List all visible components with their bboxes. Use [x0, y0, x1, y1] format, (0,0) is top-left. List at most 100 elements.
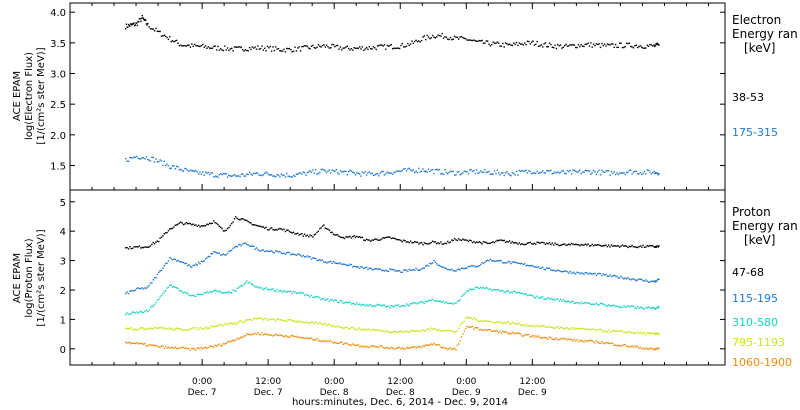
proton-point-115-195 — [292, 253, 295, 255]
proton-point-1060-1900 — [631, 345, 633, 347]
electron-point-38-53 — [412, 42, 414, 44]
proton-point-1060-1900 — [378, 347, 380, 349]
proton-point-115-195 — [376, 268, 379, 270]
proton-point-47-68 — [586, 244, 588, 246]
electron-point-175-315 — [588, 170, 591, 172]
electron-point-175-315 — [431, 169, 434, 171]
electron-point-38-53 — [191, 43, 193, 45]
proton-point-1060-1900 — [624, 344, 626, 346]
proton-point-47-68 — [473, 240, 475, 243]
proton-point-1060-1900 — [529, 336, 531, 338]
electron-point-38-53 — [348, 47, 350, 50]
proton-point-310-580 — [463, 293, 465, 295]
proton-point-47-68 — [558, 244, 560, 247]
proton-point-310-580 — [323, 298, 325, 300]
proton-point-1060-1900 — [229, 341, 231, 343]
electron-point-38-53 — [537, 45, 540, 47]
proton-point-115-195 — [502, 262, 504, 264]
electron-point-175-315 — [133, 156, 135, 158]
electron-point-38-53 — [127, 23, 130, 26]
electron-point-175-315 — [441, 172, 443, 175]
electron-point-38-53 — [507, 43, 509, 46]
proton-point-47-68 — [218, 225, 220, 227]
proton-point-47-68 — [577, 244, 580, 246]
proton-point-115-195 — [213, 251, 215, 253]
proton-point-115-195 — [506, 262, 508, 264]
electron-point-38-53 — [403, 46, 405, 48]
electron-legend-38-53: 38-53 — [732, 91, 764, 104]
proton-point-47-68 — [297, 232, 299, 234]
electron-point-38-53 — [361, 46, 364, 48]
proton-point-47-68 — [404, 240, 406, 242]
proton-point-47-68 — [643, 246, 646, 248]
electron-point-38-53 — [383, 44, 386, 46]
proton-point-1060-1900 — [259, 334, 262, 336]
electron-point-38-53 — [565, 43, 567, 46]
proton-point-310-580 — [525, 293, 527, 295]
proton-point-115-195 — [316, 259, 318, 262]
proton-point-795-1193 — [386, 330, 388, 333]
proton-point-310-580 — [594, 303, 596, 306]
proton-point-1060-1900 — [268, 334, 270, 336]
proton-legend-energy: Energy ran — [732, 219, 798, 233]
proton-point-1060-1900 — [478, 329, 481, 331]
proton-point-795-1193 — [656, 333, 659, 335]
proton-point-795-1193 — [310, 321, 313, 323]
proton-point-795-1193 — [200, 327, 203, 329]
proton-point-115-195 — [627, 277, 629, 279]
electron-point-175-315 — [514, 174, 516, 176]
electron-point-175-315 — [444, 169, 446, 171]
proton-point-47-68 — [608, 244, 610, 246]
proton-point-115-195 — [404, 269, 406, 271]
proton-point-1060-1900 — [620, 345, 622, 347]
proton-point-1060-1900 — [486, 329, 489, 331]
proton-point-115-195 — [635, 279, 637, 282]
proton-point-795-1193 — [330, 324, 332, 327]
proton-point-310-580 — [164, 290, 167, 292]
proton-point-1060-1900 — [265, 333, 267, 335]
electron-point-38-53 — [141, 15, 143, 17]
proton-point-115-195 — [317, 259, 320, 261]
electron-point-38-53 — [509, 43, 511, 45]
proton-point-47-68 — [625, 245, 628, 247]
electron-point-38-53 — [485, 40, 487, 42]
proton-point-1060-1900 — [420, 347, 423, 349]
electron-point-38-53 — [398, 47, 401, 50]
electron-y-tick-label: 4.0 — [50, 8, 66, 19]
proton-point-115-195 — [587, 273, 589, 275]
electron-point-175-315 — [422, 168, 424, 170]
proton-point-310-580 — [375, 304, 377, 307]
proton-point-795-1193 — [477, 320, 479, 322]
electron-point-175-315 — [167, 165, 170, 167]
proton-point-795-1193 — [378, 328, 380, 331]
electron-point-38-53 — [259, 47, 262, 50]
proton-point-310-580 — [451, 302, 453, 304]
proton-point-310-580 — [396, 304, 398, 307]
proton-point-795-1193 — [156, 327, 159, 329]
proton-point-795-1193 — [565, 327, 567, 329]
proton-point-47-68 — [240, 218, 242, 220]
proton-point-47-68 — [301, 233, 303, 235]
proton-point-47-68 — [609, 246, 611, 248]
proton-point-310-580 — [561, 300, 563, 302]
proton-point-115-195 — [559, 270, 562, 273]
proton-point-795-1193 — [308, 322, 310, 324]
electron-point-38-53 — [522, 44, 525, 46]
proton-point-115-195 — [544, 268, 547, 271]
proton-point-1060-1900 — [385, 347, 387, 349]
proton-point-310-580 — [507, 290, 509, 292]
proton-point-310-580 — [526, 294, 529, 297]
electron-point-175-315 — [231, 175, 233, 177]
proton-point-115-195 — [203, 260, 205, 262]
electron-point-175-315 — [247, 173, 249, 176]
proton-point-795-1193 — [507, 321, 509, 323]
proton-point-310-580 — [308, 294, 310, 297]
proton-point-47-68 — [480, 241, 482, 244]
electron-point-175-315 — [486, 171, 489, 173]
proton-point-310-580 — [595, 302, 598, 304]
electron-point-175-315 — [370, 172, 372, 175]
proton-point-115-195 — [609, 274, 611, 276]
electron-point-175-315 — [419, 171, 421, 173]
proton-point-310-580 — [181, 291, 183, 293]
electron-point-38-53 — [631, 46, 633, 48]
